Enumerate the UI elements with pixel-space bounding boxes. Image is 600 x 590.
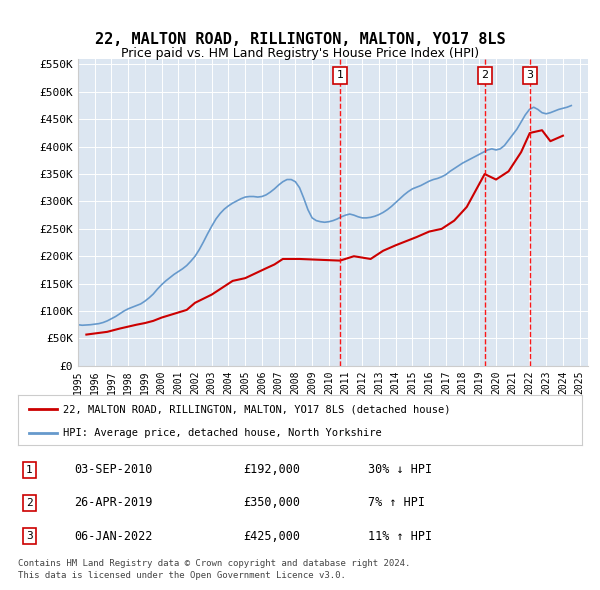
Text: 22, MALTON ROAD, RILLINGTON, MALTON, YO17 8LS (detached house): 22, MALTON ROAD, RILLINGTON, MALTON, YO1… (63, 404, 451, 414)
Text: 3: 3 (26, 531, 32, 541)
Text: 2: 2 (481, 70, 488, 80)
Text: £192,000: £192,000 (244, 463, 301, 477)
Text: 11% ↑ HPI: 11% ↑ HPI (368, 529, 432, 543)
Text: 1: 1 (26, 465, 32, 475)
Text: Price paid vs. HM Land Registry's House Price Index (HPI): Price paid vs. HM Land Registry's House … (121, 47, 479, 60)
Text: 1: 1 (337, 70, 344, 80)
Text: This data is licensed under the Open Government Licence v3.0.: This data is licensed under the Open Gov… (18, 571, 346, 580)
Text: 3: 3 (526, 70, 533, 80)
Text: Contains HM Land Registry data © Crown copyright and database right 2024.: Contains HM Land Registry data © Crown c… (18, 559, 410, 568)
Text: 7% ↑ HPI: 7% ↑ HPI (368, 496, 425, 510)
Text: 03-SEP-2010: 03-SEP-2010 (74, 463, 153, 477)
Text: 30% ↓ HPI: 30% ↓ HPI (368, 463, 432, 477)
Text: 06-JAN-2022: 06-JAN-2022 (74, 529, 153, 543)
Text: £350,000: £350,000 (244, 496, 301, 510)
Text: £425,000: £425,000 (244, 529, 301, 543)
Text: 26-APR-2019: 26-APR-2019 (74, 496, 153, 510)
Text: 2: 2 (26, 498, 32, 508)
Text: HPI: Average price, detached house, North Yorkshire: HPI: Average price, detached house, Nort… (63, 428, 382, 438)
Text: 22, MALTON ROAD, RILLINGTON, MALTON, YO17 8LS: 22, MALTON ROAD, RILLINGTON, MALTON, YO1… (95, 32, 505, 47)
